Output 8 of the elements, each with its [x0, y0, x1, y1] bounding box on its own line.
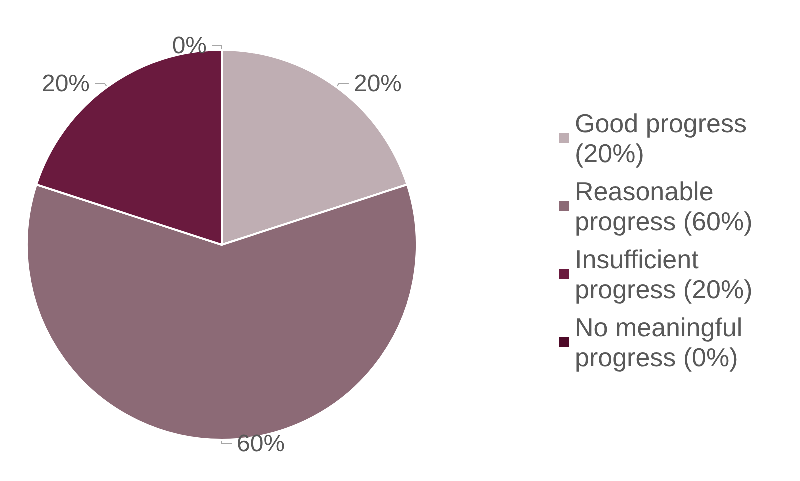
legend-label: No meaningful progress (0%)	[575, 312, 750, 372]
legend-label: Insufficient progress (20%)	[575, 244, 753, 304]
text: 0%	[172, 32, 207, 60]
data-label: 60%	[237, 430, 286, 458]
data-label: 20%	[42, 70, 90, 98]
data-label: 20%	[354, 70, 402, 98]
legend-label: Reasonable progress (60%)	[575, 176, 753, 236]
legend-label: Good progress (20%)	[575, 108, 754, 168]
